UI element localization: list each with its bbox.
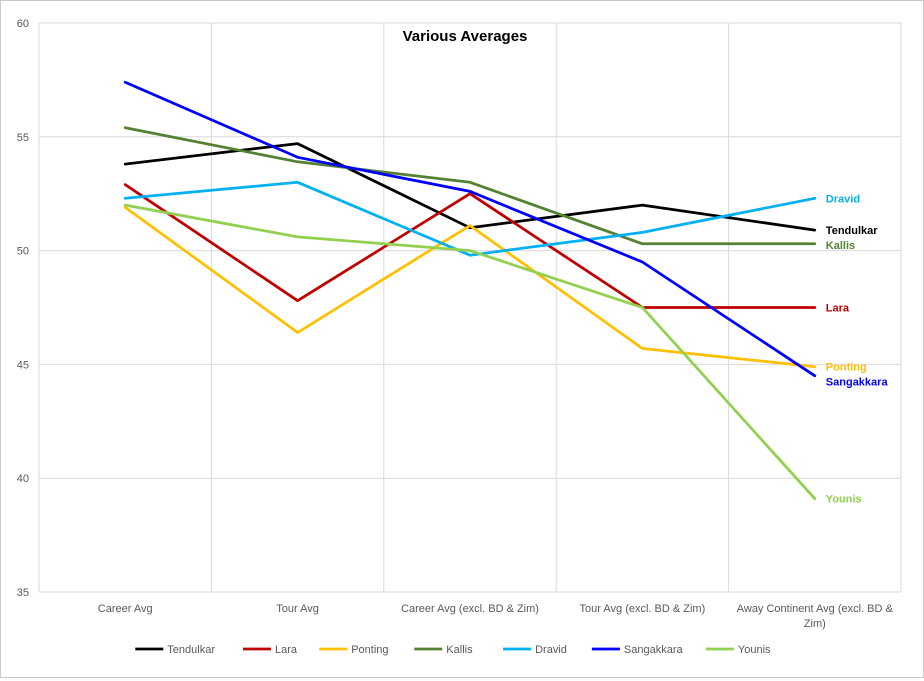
series-line-younis xyxy=(123,203,817,501)
end-label-ponting: Ponting xyxy=(826,362,867,374)
end-labels: Dravid Tendulkar Kallis Lara Ponting Sangakka… xyxy=(826,193,889,505)
x-axis: Career Avg Tour Avg Career Avg (excl. BD &… xyxy=(98,603,894,630)
end-label-lara: Lara xyxy=(826,303,850,315)
legend-label-tendulkar: Tendulkar xyxy=(167,644,215,656)
y-tick-label: 35 xyxy=(17,587,29,599)
legend-label-younis: Younis xyxy=(738,644,771,656)
y-tick-label: 40 xyxy=(17,473,29,485)
chart-title: Various Averages xyxy=(403,28,528,45)
x-tick-label: Tour Avg (excl. BD & Zim) xyxy=(580,603,706,615)
x-tick-label: Away Continent Avg (excl. BD & xyxy=(737,603,894,615)
y-tick-label: 55 xyxy=(17,132,29,144)
series-line-kallis xyxy=(123,126,817,246)
y-axis: 35 40 45 50 55 60 xyxy=(17,18,29,599)
y-tick-label: 50 xyxy=(17,246,29,258)
legend-label-lara: Lara xyxy=(275,644,298,656)
series-line-lara xyxy=(123,183,817,309)
x-tick-label: Zim) xyxy=(804,618,826,630)
legend-label-ponting: Ponting xyxy=(351,644,388,656)
end-label-dravid: Dravid xyxy=(826,193,860,205)
legend-label-sangakkara: Sangakkara xyxy=(624,644,684,656)
end-label-tendulkar: Tendulkar xyxy=(826,225,878,237)
legend-label-kallis: Kallis xyxy=(446,644,473,656)
series-lines xyxy=(123,80,817,501)
legend: Tendulkar Lara Ponting Kallis Dravid Sangakka… xyxy=(135,644,771,656)
series-line-sangakkara xyxy=(123,80,817,378)
series-line-dravid xyxy=(123,180,817,257)
y-tick-label: 60 xyxy=(17,18,29,30)
legend-label-dravid: Dravid xyxy=(535,644,567,656)
series-line-tendulkar xyxy=(123,142,817,232)
x-tick-label: Career Avg xyxy=(98,603,153,615)
y-tick-label: 45 xyxy=(17,359,29,371)
x-tick-label: Career Avg (excl. BD & Zim) xyxy=(401,603,539,615)
x-tick-label: Tour Avg xyxy=(276,603,319,615)
end-label-sangakkara: Sangakkara xyxy=(826,377,889,389)
end-label-younis: Younis xyxy=(826,494,862,506)
series-line-ponting xyxy=(123,206,817,369)
end-label-kallis: Kallis xyxy=(826,240,855,252)
